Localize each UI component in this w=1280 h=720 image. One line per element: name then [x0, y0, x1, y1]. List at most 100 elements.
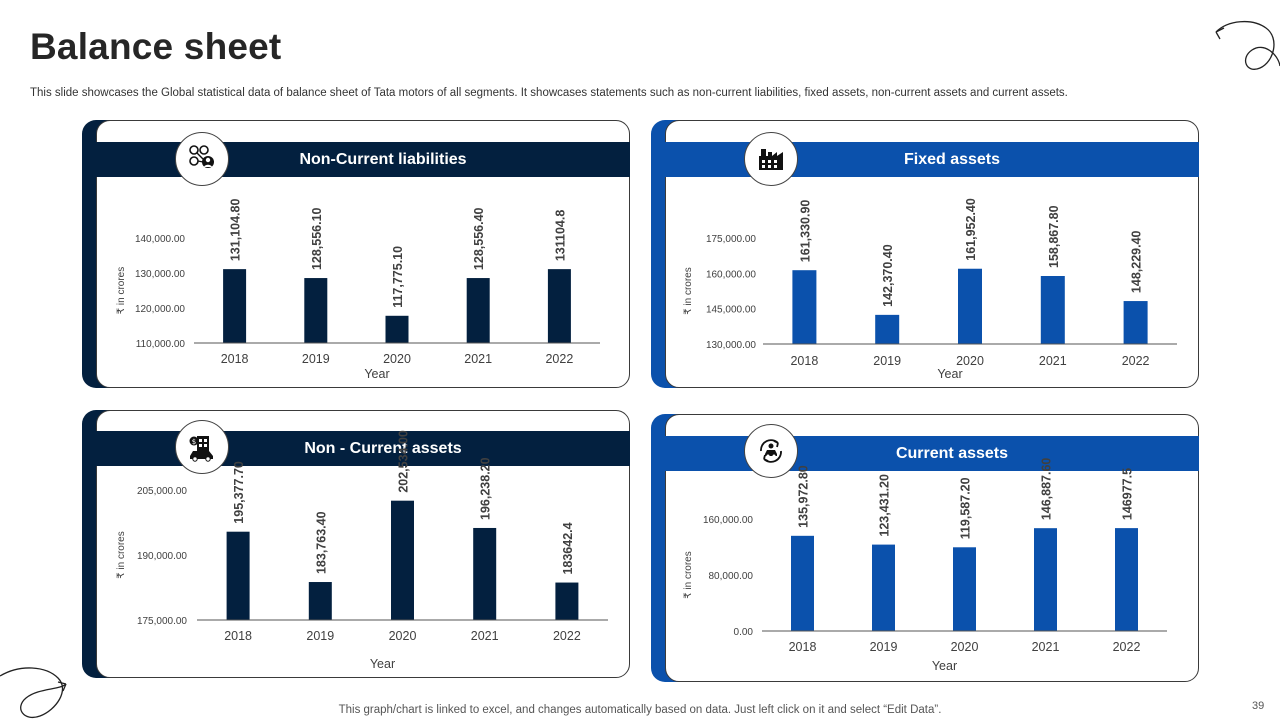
panel-fixed-assets: Fixed assets 130,000.00 145,000.00 160,000… — [651, 120, 1199, 388]
y-axis-label: ₹ in crores — [116, 531, 127, 579]
bar — [791, 535, 814, 631]
data-label: 195,377.70 — [232, 461, 246, 524]
x-tick-label: 2018 — [789, 640, 817, 654]
slide-title: Balance sheet — [30, 26, 282, 67]
data-label: 128,556.10 — [310, 207, 324, 270]
x-tick-label: 2022 — [1113, 640, 1141, 654]
x-tick-label: 2020 — [951, 640, 979, 654]
y-tick-label: 205,000.00 — [137, 486, 187, 497]
bar — [875, 314, 900, 344]
bar — [391, 500, 414, 620]
bar — [547, 269, 571, 343]
bar — [1115, 528, 1138, 631]
x-tick-label: 2022 — [553, 629, 581, 643]
y-tick-label: 160,000.00 — [706, 269, 756, 280]
x-tick-label: 2019 — [306, 629, 334, 643]
bar — [304, 278, 328, 343]
y-tick-label: 175,000.00 — [706, 234, 756, 245]
bar-chart: 130,000.00 145,000.00 160,000.00 175,000.00… — [683, 198, 1177, 381]
panel-current-assets: Current assets 0.00 80,000.00 160,000.00 ₹ … — [651, 414, 1199, 682]
bar — [226, 531, 250, 620]
bar — [223, 269, 247, 343]
bar — [466, 278, 490, 343]
x-axis-label: Year — [937, 367, 962, 381]
panel-title: Non - Current assets — [304, 439, 462, 457]
bar — [473, 527, 497, 620]
factory-icon — [744, 132, 798, 186]
panel-title: Current assets — [895, 444, 1009, 462]
building-car-icon: $ — [175, 420, 229, 474]
bar — [1040, 276, 1065, 344]
panel-title: Fixed assets — [903, 150, 1001, 168]
y-axis-label: ₹ in crores — [683, 551, 694, 599]
x-tick-label: 2021 — [1032, 640, 1060, 654]
data-label: 161,952.40 — [964, 198, 978, 261]
data-label: 196,238.20 — [479, 457, 493, 520]
data-label: 183,763.40 — [314, 511, 328, 574]
panel-non-current-liabilities: Non-Current liabilities 110,000.00 120,00… — [82, 120, 630, 388]
y-tick-label: 110,000.00 — [136, 339, 186, 350]
data-label: 119,587.20 — [959, 477, 973, 539]
bar — [958, 268, 982, 344]
swirl-decoration-top-right-icon — [1215, 21, 1280, 70]
data-label: 148,229.40 — [1130, 230, 1144, 293]
y-tick-label: 175,000.00 — [137, 616, 187, 627]
data-label: 131,104.80 — [229, 199, 243, 262]
bar-chart: 175,000.00 190,000.00 205,000.00 ₹ in crore… — [116, 430, 608, 671]
panel-title: Non-Current liabilities — [299, 150, 467, 168]
y-tick-label: 130,000.00 — [706, 340, 756, 351]
bar-chart: 110,000.00 120,000.00 130,000.00 140,000.00… — [116, 199, 600, 381]
bar — [385, 315, 409, 343]
x-tick-label: 2020 — [383, 352, 411, 366]
data-label: 183642.4 — [561, 522, 575, 574]
y-tick-label: 80,000.00 — [709, 571, 754, 582]
svg-text:$: $ — [192, 438, 196, 446]
x-tick-label: 2019 — [873, 354, 901, 368]
data-label: 131104.8 — [553, 210, 567, 261]
y-tick-label: 190,000.00 — [137, 551, 187, 562]
panel-non-current-assets: Non - Current assets $ 175,000.00 190,000… — [82, 410, 630, 678]
x-tick-label: 2021 — [464, 352, 492, 366]
y-tick-label: 160,000.00 — [703, 515, 753, 526]
data-label: 117,775.10 — [391, 246, 405, 308]
network-people-icon — [175, 132, 229, 186]
swirl-decoration-bottom-left-icon — [0, 667, 67, 719]
bar — [1123, 301, 1148, 344]
data-label: 161,330.90 — [798, 200, 812, 263]
bar — [872, 544, 895, 631]
x-axis-label: Year — [932, 659, 957, 673]
x-tick-label: 2019 — [302, 352, 330, 366]
page-number: 39 — [1252, 700, 1265, 712]
x-tick-label: 2020 — [389, 629, 417, 643]
x-tick-label: 2018 — [790, 354, 818, 368]
x-tick-label: 2021 — [1039, 354, 1067, 368]
data-label: 202,534.00 — [397, 430, 411, 493]
x-tick-label: 2019 — [870, 640, 898, 654]
y-tick-label: 140,000.00 — [135, 234, 185, 245]
data-label: 128,556.40 — [472, 207, 486, 270]
data-label: 142,370.40 — [881, 244, 895, 307]
x-tick-label: 2020 — [956, 354, 984, 368]
x-axis-label: Year — [364, 367, 389, 381]
x-tick-label: 2022 — [1122, 354, 1150, 368]
data-label: 135,972.80 — [797, 465, 811, 528]
data-label: 158,867.80 — [1047, 205, 1061, 268]
x-axis-label: Year — [370, 657, 395, 671]
data-label: 123,431.20 — [878, 474, 892, 537]
bar — [555, 582, 579, 620]
x-tick-label: 2018 — [221, 352, 249, 366]
x-tick-label: 2021 — [471, 629, 499, 643]
bar — [308, 582, 332, 620]
data-label: 146977.5 — [1121, 468, 1135, 520]
x-tick-label: 2018 — [224, 629, 252, 643]
slide-subtitle: This slide showcases the Global statisti… — [30, 87, 1068, 99]
y-axis-label: ₹ in crores — [116, 267, 127, 315]
car-cycle-icon — [744, 424, 798, 478]
data-label: 146,887.60 — [1040, 458, 1054, 521]
y-tick-label: 120,000.00 — [135, 304, 185, 315]
footer-note: This graph/chart is linked to excel, and… — [338, 704, 942, 716]
y-tick-label: 0.00 — [734, 627, 754, 638]
bar — [1034, 528, 1057, 631]
bar-chart: 0.00 80,000.00 160,000.00 ₹ in crores 135,97… — [683, 458, 1167, 673]
x-tick-label: 2022 — [545, 352, 573, 366]
